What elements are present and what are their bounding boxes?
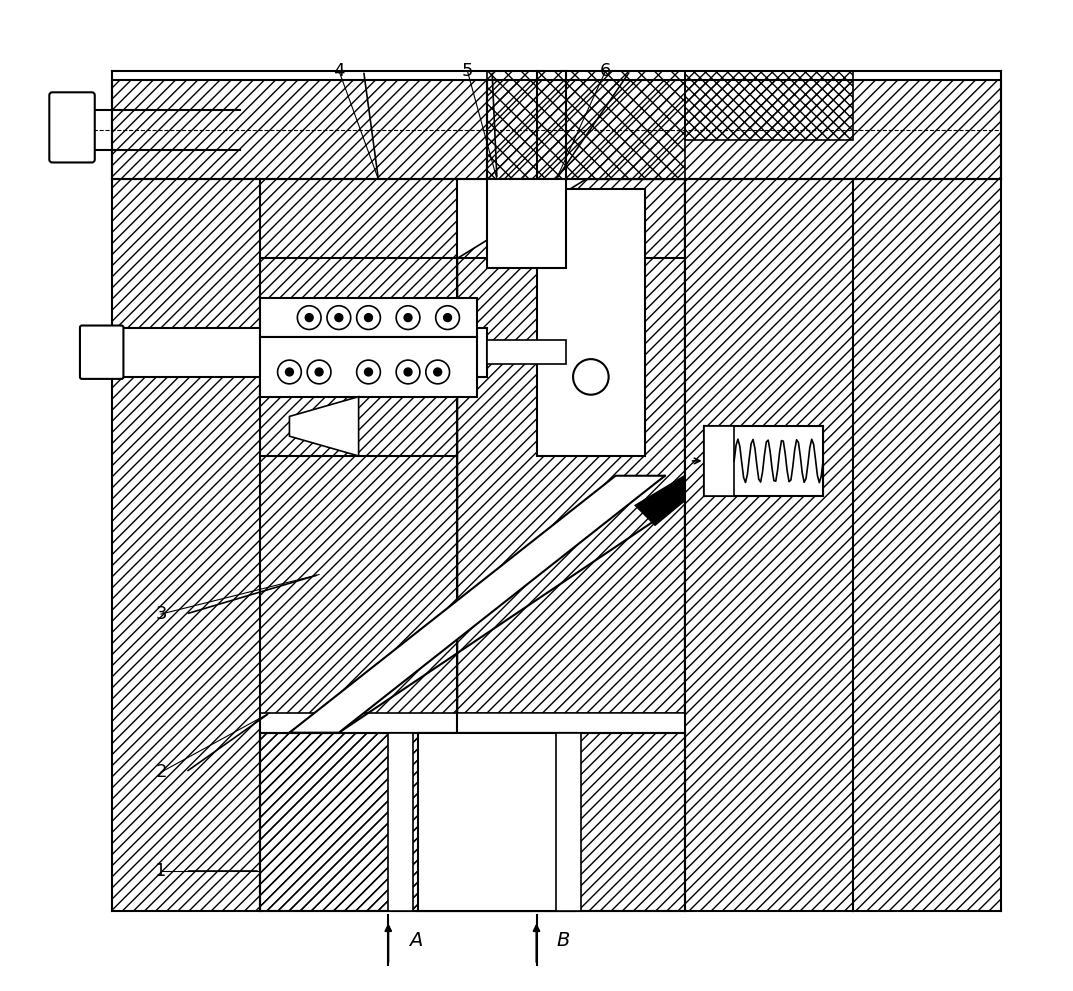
- Bar: [260, 337, 477, 396]
- Circle shape: [405, 314, 412, 321]
- Bar: [536, 189, 645, 456]
- Circle shape: [405, 368, 412, 376]
- Bar: [112, 80, 487, 179]
- Circle shape: [443, 314, 452, 321]
- Text: $B$: $B$: [556, 931, 571, 949]
- Bar: [685, 179, 853, 911]
- Text: 3: 3: [156, 606, 166, 623]
- Bar: [417, 732, 576, 911]
- Text: $A$: $A$: [408, 931, 423, 949]
- Circle shape: [433, 368, 442, 376]
- Text: 4: 4: [333, 61, 344, 79]
- FancyBboxPatch shape: [49, 92, 94, 163]
- Circle shape: [335, 314, 342, 321]
- FancyBboxPatch shape: [80, 325, 123, 379]
- Bar: [260, 732, 685, 911]
- Bar: [487, 179, 567, 269]
- Bar: [487, 80, 1001, 179]
- Polygon shape: [290, 476, 665, 732]
- Bar: [260, 298, 477, 337]
- Circle shape: [365, 314, 372, 321]
- Bar: [705, 426, 734, 496]
- Bar: [556, 732, 580, 911]
- Circle shape: [285, 368, 293, 376]
- Text: 2: 2: [156, 763, 166, 781]
- Circle shape: [315, 368, 323, 376]
- Bar: [260, 732, 457, 911]
- Bar: [487, 340, 567, 364]
- Polygon shape: [635, 476, 685, 525]
- Text: 6: 6: [600, 61, 612, 79]
- Polygon shape: [290, 396, 358, 456]
- Text: 5: 5: [461, 61, 473, 79]
- Circle shape: [365, 368, 372, 376]
- Bar: [112, 327, 487, 377]
- Circle shape: [305, 314, 313, 321]
- Bar: [112, 179, 260, 911]
- Bar: [388, 732, 413, 911]
- Bar: [853, 179, 1001, 911]
- Bar: [705, 426, 823, 496]
- Text: 1: 1: [156, 862, 166, 880]
- Bar: [260, 259, 685, 732]
